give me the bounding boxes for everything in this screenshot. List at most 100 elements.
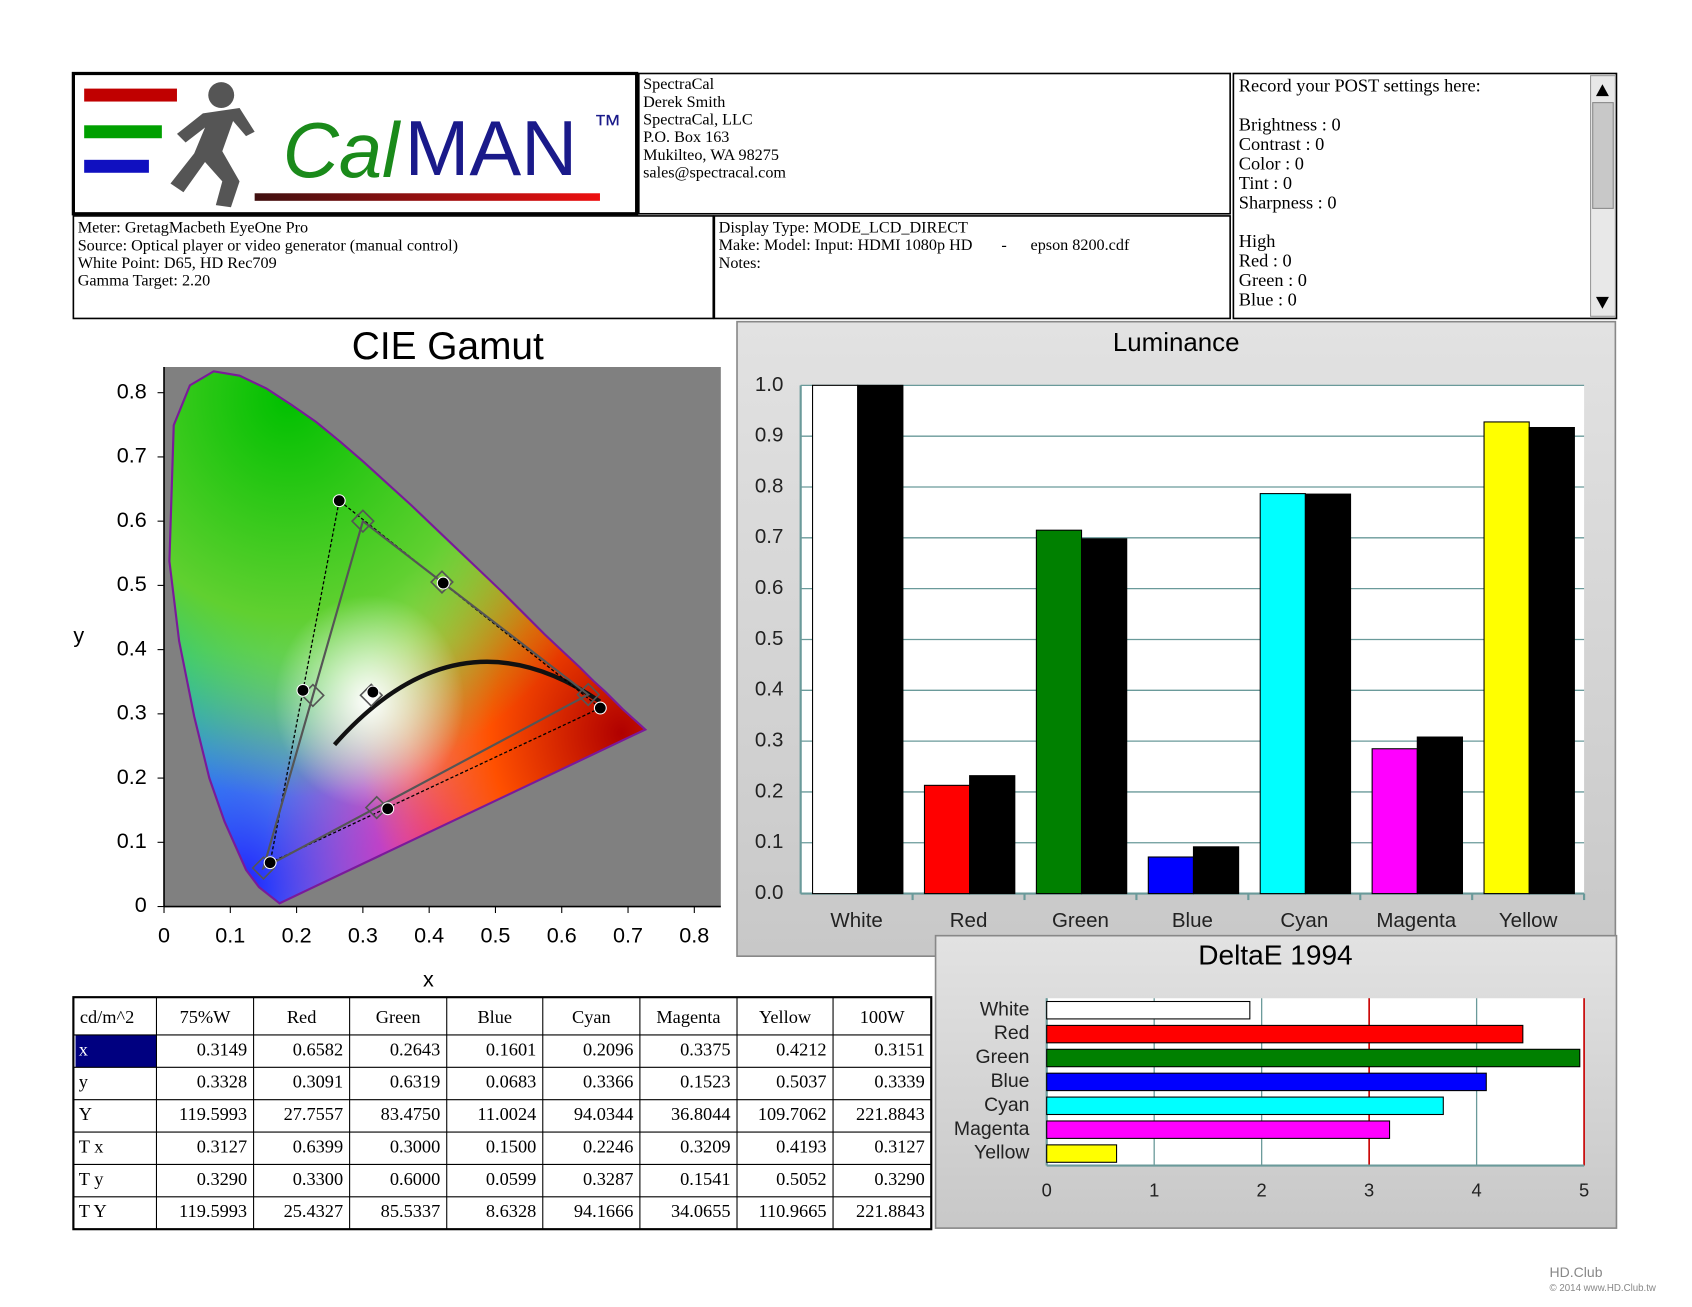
table-header: Magenta: [656, 1007, 720, 1027]
table-cell: 0.3127: [197, 1136, 247, 1156]
table-cell: 0.3000: [390, 1136, 440, 1156]
meter-line: Gamma Target: 2.20: [78, 273, 211, 290]
y-tick-label: 0: [135, 892, 147, 917]
y-tick-label: 0.2: [117, 764, 147, 789]
table-cell: 0.3287: [583, 1169, 633, 1189]
x-tick-label: Red: [950, 909, 988, 932]
table-header: 75%W: [180, 1007, 232, 1027]
x-tick-label: 1: [1149, 1179, 1159, 1200]
table-cell: 0.4212: [776, 1039, 826, 1059]
measured-point: [593, 701, 607, 715]
x-tick-label: 0.5: [480, 922, 510, 947]
measured-point: [381, 802, 395, 816]
table-cell: 119.5993: [179, 1201, 247, 1221]
settings-line: Green : 0: [1239, 270, 1307, 290]
meter-box: [72, 215, 715, 320]
contact-line: Derek Smith: [643, 94, 725, 111]
target-point: [430, 570, 454, 594]
table-cell: 0.3300: [293, 1169, 343, 1189]
bar: [1046, 1096, 1444, 1116]
table-header: 100W: [860, 1007, 905, 1027]
table-header: Green: [376, 1007, 421, 1027]
logo-tm: ™: [593, 109, 621, 140]
display-line: epson 8200.cdf: [1031, 237, 1130, 254]
x-tick-label: Green: [1052, 909, 1109, 932]
measured-point: [436, 576, 450, 590]
table-cell: 0.3209: [680, 1136, 730, 1156]
x-tick-label: Cyan: [1280, 909, 1328, 932]
target-point: [350, 509, 375, 534]
meter-line: Source: Optical player or video generato…: [78, 237, 458, 254]
x-tick-label: White: [830, 909, 882, 932]
x-tick-label: 3: [1364, 1179, 1374, 1200]
x-tick-label: Blue: [1172, 909, 1213, 932]
y-tick-label: 0.6: [117, 507, 147, 532]
table-cell: 0.2096: [583, 1039, 633, 1059]
x-tick-label: 2: [1257, 1179, 1267, 1200]
scroll-thumb[interactable]: [1592, 102, 1614, 209]
y-tick-label: 0.3: [117, 700, 147, 725]
y-tick-label: 1.0: [755, 373, 784, 396]
cie-title: CIE Gamut: [352, 325, 544, 368]
bar: [1046, 1024, 1524, 1044]
y-tick-label: 0.1: [755, 830, 784, 853]
x-tick-label: 0.6: [547, 922, 577, 947]
planckian-locus: [332, 659, 602, 747]
y-tick-label: 0.8: [117, 378, 147, 403]
settings-line: Red : 0: [1239, 251, 1292, 271]
contact-line: SpectraCal, LLC: [643, 111, 753, 128]
y-tick-label: 0.7: [755, 525, 784, 548]
y-tick-label: 0.0: [755, 881, 784, 904]
table-cell: 0.3290: [197, 1169, 247, 1189]
y-tick-label: 0.5: [755, 627, 784, 650]
table-header: cd/m^2: [80, 1007, 134, 1027]
settings-line: Brightness : 0: [1239, 115, 1341, 135]
table-cell: 0.6582: [293, 1039, 343, 1059]
table-cell: 0.5052: [776, 1169, 826, 1189]
bar: [1192, 846, 1240, 895]
row-label: T y: [79, 1169, 104, 1189]
contact-line: sales@spectracal.com: [643, 165, 786, 182]
table-cell: 0.3328: [197, 1072, 247, 1092]
luminance-title: Luminance: [1113, 329, 1240, 357]
table-cell: 0.5037: [776, 1072, 826, 1092]
table-cell: 0.1541: [680, 1169, 730, 1189]
y-tick-label: Magenta: [954, 1118, 1030, 1140]
table-header: Yellow: [759, 1007, 812, 1027]
bar: [1046, 1120, 1391, 1139]
table-cell: 8.6328: [486, 1201, 536, 1221]
table-cell: 0.2643: [390, 1039, 440, 1059]
y-tick-label: 0.4: [117, 635, 147, 660]
contact-line: P.O. Box 163: [643, 129, 729, 146]
x-tick-label: 0.4: [414, 922, 444, 947]
bar: [1046, 1000, 1251, 1020]
selected-cell[interactable]: [75, 1034, 157, 1068]
y-tick-label: 0.9: [755, 424, 784, 447]
y-tick-label: White: [980, 998, 1030, 1020]
y-tick-label: Green: [976, 1046, 1030, 1068]
settings-line: Sharpness : 0: [1239, 192, 1337, 212]
logo-runner: [170, 82, 255, 208]
logo-bar-blue: [84, 159, 149, 173]
row-label: T x: [79, 1136, 104, 1156]
scroll-up[interactable]: [1595, 84, 1609, 97]
bar: [857, 384, 904, 895]
table-cell: 36.8044: [671, 1104, 731, 1124]
table-cell: 119.5993: [179, 1104, 247, 1124]
table-cell: 27.7557: [284, 1104, 344, 1124]
measured-point: [296, 683, 310, 697]
scroll-down[interactable]: [1595, 296, 1609, 309]
table-cell: 0.1500: [486, 1136, 536, 1156]
table-cell: 0.0599: [486, 1169, 536, 1189]
table-cell: 0.6399: [293, 1136, 343, 1156]
y-tick-label: 0.4: [755, 678, 784, 701]
x-tick-label: 0: [158, 922, 170, 947]
cie-x-label: x: [423, 967, 434, 992]
table-cell: 0.6000: [390, 1169, 440, 1189]
display-box: [713, 215, 1231, 320]
settings-line: Color : 0: [1239, 153, 1304, 173]
bar: [1035, 529, 1083, 895]
display-line: -: [1001, 237, 1006, 254]
table-cell: 85.5337: [381, 1201, 441, 1221]
